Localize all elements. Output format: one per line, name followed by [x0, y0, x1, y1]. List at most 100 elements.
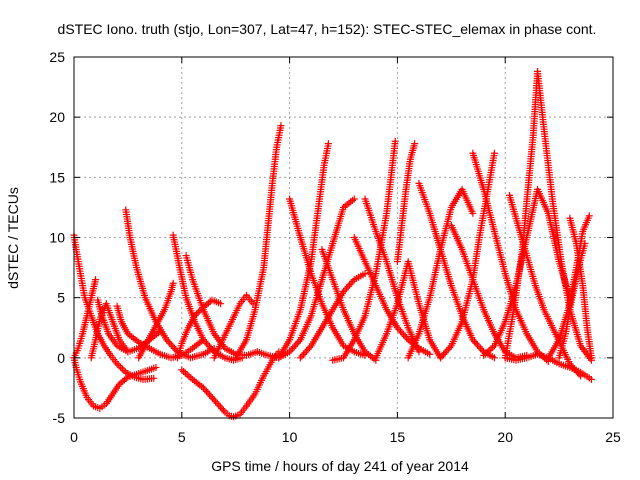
data-point: [204, 389, 212, 397]
data-point: [349, 277, 357, 285]
data-point: [150, 374, 158, 382]
data-point: [120, 367, 128, 375]
data-point: [183, 371, 191, 379]
data-point: [587, 375, 595, 383]
data-point: [204, 341, 212, 349]
series-32: [534, 67, 595, 364]
series-9: [169, 231, 246, 364]
x-tick-label: 25: [605, 429, 621, 445]
x-tick-label: 15: [390, 429, 406, 445]
data-point: [398, 329, 406, 337]
data-point: [350, 195, 358, 203]
data-point: [396, 327, 404, 335]
series-3: [70, 276, 100, 362]
data-point: [347, 279, 355, 287]
x-tick-label: 5: [178, 429, 186, 445]
data-point: [293, 339, 301, 347]
data-point: [167, 341, 175, 349]
data-point: [301, 349, 309, 357]
data-point: [201, 386, 209, 394]
data-point: [299, 350, 307, 358]
data-point: [219, 406, 227, 414]
data-point: [209, 346, 217, 354]
data-point: [178, 366, 186, 374]
data-point: [92, 276, 100, 284]
data-point: [306, 344, 314, 352]
series-24: [393, 140, 419, 266]
data-point: [346, 281, 354, 289]
data-point: [340, 288, 347, 296]
data-point: [343, 284, 351, 292]
data-point: [400, 331, 408, 339]
data-point: [215, 401, 223, 409]
data-point: [164, 338, 172, 346]
series-15: [253, 195, 358, 362]
series-29: [469, 149, 552, 365]
y-tick-label: 10: [49, 230, 65, 246]
series-25: [404, 185, 477, 362]
data-point: [206, 391, 214, 399]
data-point: [181, 369, 189, 377]
data-point: [581, 240, 589, 248]
data-point: [290, 343, 298, 351]
data-point: [298, 352, 306, 360]
x-tick-label: 20: [497, 429, 513, 445]
data-point: [437, 354, 445, 362]
axis-ticks: [73, 56, 614, 419]
series-12: [178, 348, 283, 421]
data-point: [199, 336, 207, 344]
data-point: [213, 399, 221, 407]
x-axis-label: GPS time / hours of day 241 of year 2014: [211, 458, 469, 474]
data-point: [411, 140, 419, 148]
data-point: [166, 339, 174, 347]
data-point: [446, 344, 454, 352]
data-point: [303, 347, 311, 355]
data-point: [207, 393, 215, 401]
y-tick-label: -5: [53, 410, 66, 426]
data-point: [210, 396, 218, 404]
data-point: [199, 384, 207, 392]
data-point: [403, 334, 411, 342]
data-point: [185, 372, 193, 380]
data-point: [324, 140, 332, 148]
series-13: [210, 291, 257, 362]
data-point: [440, 350, 448, 358]
y-tick-label: 5: [57, 290, 65, 306]
data-point: [304, 345, 312, 353]
data-point: [217, 300, 225, 308]
data-point: [295, 338, 303, 346]
data-point: [249, 300, 257, 308]
data-point: [202, 339, 210, 347]
series-4: [87, 300, 132, 362]
data-point: [115, 362, 123, 370]
data-point: [475, 343, 483, 351]
data-point: [180, 367, 188, 375]
data-point: [117, 363, 125, 371]
data-point: [401, 332, 409, 340]
y-tick-label: 20: [49, 109, 65, 125]
data-point: [170, 344, 178, 352]
data-point: [202, 387, 210, 395]
series-23: [372, 258, 445, 362]
data-point: [477, 344, 485, 352]
series-1: [70, 354, 160, 412]
data-point: [341, 286, 349, 294]
data-point: [473, 341, 481, 349]
series-2: [70, 231, 158, 383]
data-point: [292, 341, 300, 349]
data-point: [169, 279, 177, 287]
data-points: [70, 67, 595, 421]
data-point: [443, 347, 451, 355]
data-point: [444, 345, 452, 353]
y-tick-label: 15: [49, 169, 65, 185]
data-point: [289, 344, 297, 352]
data-point: [395, 325, 403, 333]
data-point: [391, 137, 399, 145]
data-point: [192, 310, 200, 318]
series-10: [173, 296, 225, 362]
data-point: [277, 122, 285, 130]
data-point: [212, 398, 220, 406]
data-point: [469, 209, 477, 217]
data-point: [472, 339, 480, 347]
